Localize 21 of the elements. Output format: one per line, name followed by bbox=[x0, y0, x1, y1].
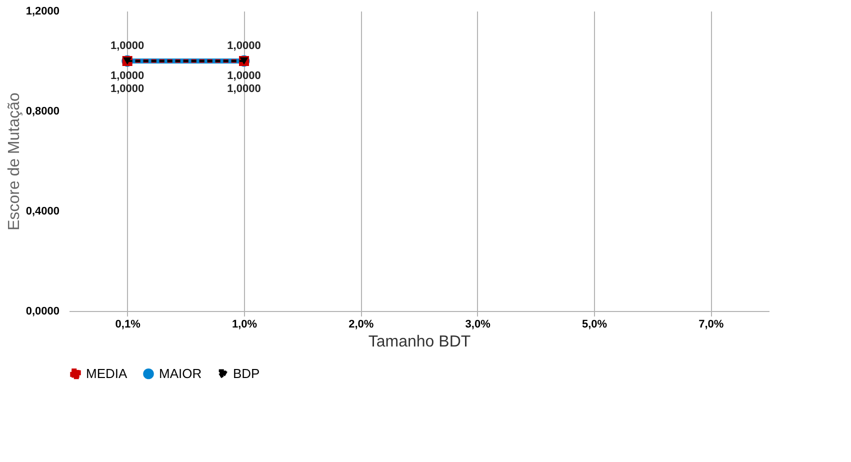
y-tick-label: 1,2000 bbox=[26, 6, 60, 18]
x-tick-label: 7,0% bbox=[698, 318, 724, 330]
y-tick-label: 0,8000 bbox=[26, 106, 60, 118]
x-axis-title: Tamanho BDT bbox=[368, 334, 471, 350]
legend-label: BDP bbox=[233, 366, 260, 382]
data-label: 1,0000 bbox=[227, 83, 261, 95]
data-label: 1,0000 bbox=[227, 40, 261, 52]
x-tick-label: 2,0% bbox=[348, 318, 374, 330]
legend-label: MAIOR bbox=[159, 366, 202, 381]
data-label: 1,0000 bbox=[227, 70, 261, 82]
data-label: 1,0000 bbox=[110, 40, 144, 52]
data-label: 1,0000 bbox=[110, 70, 144, 82]
y-tick-label: 0,4000 bbox=[26, 206, 60, 218]
x-tick-label: 5,0% bbox=[582, 318, 608, 330]
data-label: 1,0000 bbox=[110, 83, 144, 95]
y-tick-label: 0,0000 bbox=[26, 306, 60, 318]
y-axis-title: Escore de Mutação bbox=[6, 92, 23, 230]
legend-label: MEDIA bbox=[86, 366, 128, 381]
x-tick-label: 1,0% bbox=[232, 318, 258, 330]
x-tick-label: 3,0% bbox=[465, 318, 491, 330]
x-tick-label: 0,1% bbox=[115, 318, 141, 330]
